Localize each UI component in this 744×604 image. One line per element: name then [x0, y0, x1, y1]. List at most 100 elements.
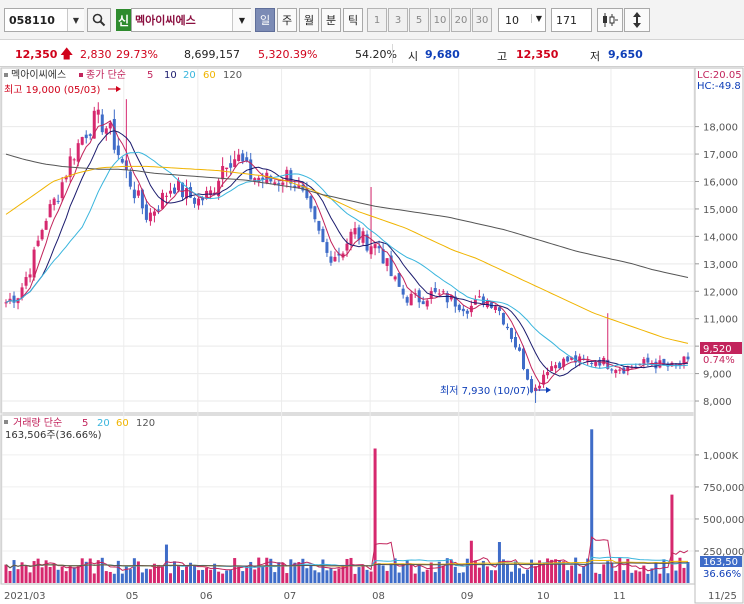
candle-body	[305, 188, 309, 199]
candle-body	[397, 273, 401, 287]
volume-bar	[546, 558, 550, 583]
volume-bar	[493, 570, 497, 583]
volume-bar	[261, 566, 265, 583]
volume-bar	[205, 567, 209, 583]
candle-body	[48, 204, 52, 218]
unit-30-button[interactable]: 30	[472, 8, 492, 32]
volume-bar	[144, 568, 148, 583]
period-tick-button[interactable]: 틱	[343, 8, 363, 32]
unit-10-button[interactable]: 10	[430, 8, 450, 32]
name-dropdown-button[interactable]: ▼	[232, 9, 251, 31]
unit-5-button[interactable]: 5	[409, 8, 429, 32]
stock-name-field[interactable]: 멕아이씨에스	[131, 8, 251, 32]
volume-bar	[385, 570, 389, 583]
volume-bar	[686, 562, 690, 583]
candle-body	[517, 347, 521, 351]
candle-body	[325, 242, 329, 253]
period-week-button[interactable]: 주	[277, 8, 297, 32]
candle-body	[24, 277, 28, 286]
candle-body	[405, 297, 409, 303]
unit-20-button[interactable]: 20	[451, 8, 471, 32]
y-axis-panel	[694, 67, 744, 604]
high-price: 12,350	[516, 48, 559, 61]
volume-legend-ma-120: 120	[136, 418, 155, 429]
price-tick-label: 18,000	[703, 123, 738, 134]
count-input[interactable]: 171	[551, 8, 592, 32]
candle-body	[441, 291, 445, 293]
candle-body	[265, 172, 269, 184]
volume-bar	[140, 572, 144, 583]
candle-body	[385, 258, 389, 266]
volume-bar	[297, 562, 301, 583]
volume-bar	[92, 573, 96, 583]
period-day-button[interactable]: 일	[255, 8, 275, 32]
volume-bar	[666, 573, 670, 583]
candle-body	[297, 184, 301, 188]
volume-y-axis: 1,000K 750,000 500,000 250,000	[695, 451, 744, 558]
volume-bar	[501, 559, 505, 583]
volume-bar	[233, 558, 237, 583]
volume-bar	[473, 560, 477, 583]
volume-bar	[449, 559, 453, 583]
count-select[interactable]: 10 ▼	[498, 8, 546, 32]
moving-average-lines	[5, 120, 689, 385]
volume-bar	[578, 573, 582, 583]
candle-body	[465, 310, 469, 314]
candle-body	[20, 287, 24, 298]
volume-bar	[642, 565, 646, 583]
price-tick-label: 8,000	[703, 397, 732, 408]
candle-body	[309, 196, 313, 209]
volume-bar	[562, 561, 566, 583]
volume-bar	[558, 560, 562, 583]
volume-legend-title: 거래량 단순	[13, 417, 62, 429]
candle-body	[646, 357, 650, 363]
candle-body	[497, 307, 501, 311]
count-select-value: 10	[505, 13, 519, 27]
volume-bar	[100, 557, 104, 583]
open-price: 9,680	[425, 48, 460, 61]
volume-bar	[530, 559, 534, 583]
volume-bar	[505, 563, 509, 583]
volume-bar	[409, 564, 413, 583]
volume-bar	[337, 568, 341, 583]
volume: 8,699,157	[184, 48, 240, 61]
date-tick-label: 05	[126, 591, 139, 602]
candle-body	[417, 290, 421, 303]
candle-body	[313, 206, 317, 220]
period-month-button[interactable]: 월	[299, 8, 319, 32]
volume-bar	[522, 573, 526, 583]
candle-body	[261, 177, 265, 180]
unit-3-button[interactable]: 3	[388, 8, 408, 32]
price-tick-label: 9,000	[703, 370, 732, 381]
candle-body	[433, 288, 437, 293]
candle-body	[185, 188, 189, 199]
candle-body	[437, 293, 441, 295]
volume-bar	[357, 567, 361, 583]
code-dropdown-button[interactable]: ▼	[67, 9, 84, 31]
candle-body	[501, 312, 505, 325]
candle-body	[160, 192, 164, 209]
search-button[interactable]	[87, 8, 111, 32]
candle-body	[36, 240, 40, 246]
unit-1-button[interactable]: 1	[367, 8, 387, 32]
stock-chart[interactable]: 18,000 17,000 16,000 15,000 14,000 13,000 12,0…	[0, 67, 744, 604]
candle-body	[72, 159, 76, 161]
candle-body	[12, 295, 16, 303]
candle-body	[538, 385, 542, 389]
volume-bar	[124, 566, 128, 583]
legend-ma-20: 20	[183, 70, 196, 81]
vertical-scale-button[interactable]	[624, 8, 650, 32]
candle-body	[8, 298, 12, 301]
candle-body	[197, 198, 201, 206]
volume-bar	[213, 563, 217, 583]
volume-tick-label: 500,000	[703, 515, 744, 526]
volume-bar	[509, 571, 513, 583]
current-price: 12,350	[15, 48, 58, 61]
volume-bar	[289, 559, 293, 583]
period-minute-button[interactable]: 분	[321, 8, 341, 32]
volume-bars	[4, 429, 690, 583]
legend-marker	[4, 73, 8, 77]
candle-body	[341, 253, 345, 258]
candle-toggle-button[interactable]	[597, 8, 623, 32]
volume-bar	[453, 566, 457, 583]
